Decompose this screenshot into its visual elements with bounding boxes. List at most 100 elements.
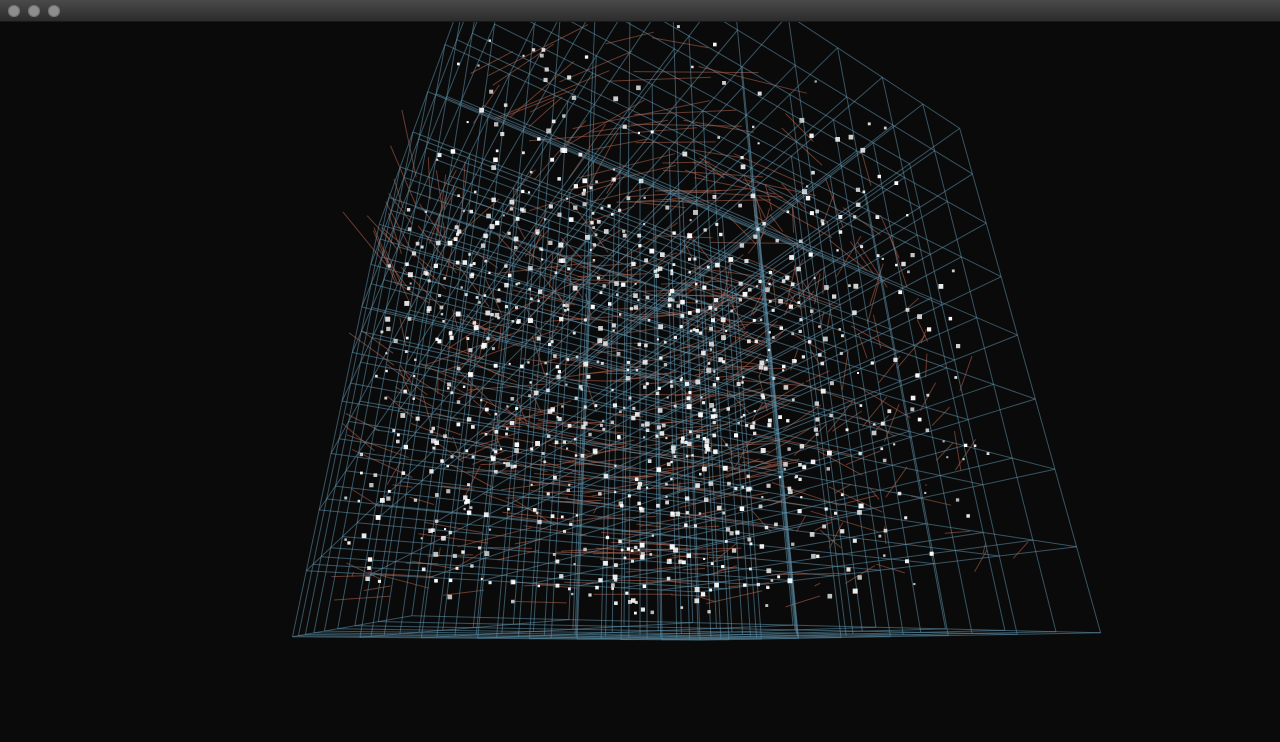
flow-trail <box>726 378 813 387</box>
flow-trail <box>373 227 399 284</box>
particle <box>913 583 916 586</box>
particle <box>688 257 692 261</box>
particle <box>659 356 663 360</box>
particle <box>703 228 707 232</box>
particle <box>511 320 514 323</box>
grid-line <box>377 22 475 622</box>
render-viewport[interactable] <box>0 22 1280 742</box>
particle <box>753 234 758 239</box>
particle <box>655 268 660 272</box>
particle <box>387 264 391 268</box>
particle <box>433 551 439 557</box>
grid-line <box>651 84 659 631</box>
particle <box>515 283 518 286</box>
particle <box>541 258 544 261</box>
scene-canvas[interactable] <box>0 22 1280 742</box>
particle <box>680 606 684 609</box>
particle <box>401 471 406 475</box>
particle <box>809 532 815 537</box>
zoom-icon[interactable] <box>48 5 60 17</box>
particle <box>712 408 716 412</box>
particle <box>860 245 864 249</box>
particle <box>469 263 473 267</box>
particle <box>412 251 417 256</box>
particle <box>443 277 446 280</box>
particle <box>554 271 558 274</box>
particle <box>373 473 378 477</box>
particle <box>665 482 668 486</box>
particle <box>510 397 515 401</box>
flow-trail <box>793 423 828 456</box>
grid-line <box>788 22 877 628</box>
particle <box>578 385 583 389</box>
particle <box>820 388 826 394</box>
particle <box>818 353 822 357</box>
flow-trail <box>735 338 766 356</box>
particle <box>413 374 416 377</box>
particle <box>665 500 669 505</box>
particle <box>848 284 851 287</box>
particle <box>626 196 631 201</box>
particle <box>802 465 807 470</box>
flow-trail <box>819 310 825 330</box>
particle <box>707 362 711 365</box>
flow-trail <box>633 71 759 74</box>
particle <box>462 260 468 265</box>
particle <box>787 447 791 451</box>
flow-trail <box>443 186 458 211</box>
particle <box>722 465 728 471</box>
flow-trail <box>455 549 488 568</box>
window-titlebar[interactable] <box>0 0 1280 22</box>
flow-trail <box>405 371 446 398</box>
flow-trail <box>516 399 529 428</box>
grid-line <box>585 209 869 403</box>
particle <box>441 535 446 541</box>
particle <box>786 210 790 214</box>
particle <box>752 318 756 322</box>
particle <box>816 554 820 558</box>
grid-line <box>483 501 782 581</box>
particle <box>757 91 762 96</box>
flow-trail <box>959 355 973 391</box>
particle <box>824 285 829 290</box>
particle <box>973 444 977 447</box>
particle <box>667 303 672 308</box>
particle <box>670 384 674 388</box>
flow-trail <box>497 88 575 120</box>
particle <box>706 447 711 452</box>
particle <box>405 336 409 340</box>
particle <box>598 492 602 496</box>
particle <box>564 309 567 312</box>
particle <box>806 185 809 188</box>
particle <box>452 553 457 558</box>
flow-trail <box>869 487 880 500</box>
particle <box>897 491 902 496</box>
particle <box>562 440 566 444</box>
particle <box>567 267 571 271</box>
particle <box>687 233 693 239</box>
grid-line <box>881 77 1006 631</box>
particle <box>414 358 417 361</box>
grid-line <box>413 22 587 320</box>
minimize-icon[interactable] <box>28 5 40 17</box>
particle <box>747 537 752 542</box>
grid-line <box>321 556 758 586</box>
particle <box>466 510 472 515</box>
particle <box>575 355 579 359</box>
particle <box>513 464 517 468</box>
grid-line <box>411 22 496 616</box>
particle <box>809 211 814 216</box>
flow-trail <box>666 198 705 206</box>
particle <box>742 376 745 379</box>
flow-trail <box>393 178 404 209</box>
particle <box>646 486 649 489</box>
particle <box>431 528 435 532</box>
particle <box>591 212 595 215</box>
particle <box>511 580 516 584</box>
particle <box>559 574 564 579</box>
grid-line <box>689 173 973 354</box>
grid-line <box>339 438 722 497</box>
particle <box>699 472 702 476</box>
close-icon[interactable] <box>8 5 20 17</box>
